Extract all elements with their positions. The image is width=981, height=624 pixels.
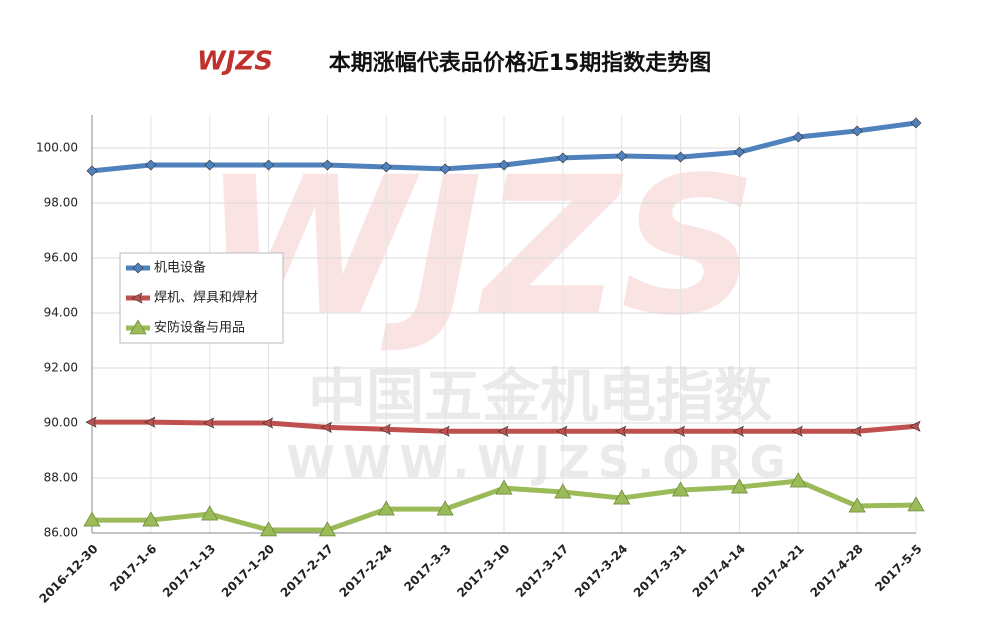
marker (83, 511, 101, 527)
marker (201, 505, 219, 521)
marker (675, 151, 686, 163)
x-tick-label: 2017-3-17 (513, 542, 571, 600)
x-tick-label: 2016-12-30 (36, 542, 100, 606)
marker (498, 159, 510, 171)
marker (732, 425, 745, 437)
x-tick-label: 2017-3-3 (401, 542, 453, 594)
y-tick-label: 90.00 (44, 416, 78, 430)
y-tick-label: 100.00 (36, 141, 78, 155)
marker (439, 163, 451, 175)
marker (792, 131, 804, 143)
marker (260, 521, 278, 537)
y-tick-label: 88.00 (44, 471, 78, 485)
x-tick-label: 2017-2-17 (278, 542, 336, 600)
marker (789, 472, 807, 488)
x-tick-label: 2017-3-24 (572, 542, 630, 600)
marker (907, 496, 925, 512)
marker (616, 150, 628, 162)
marker (131, 292, 143, 304)
marker (144, 416, 156, 428)
marker (129, 319, 147, 335)
marker (613, 489, 631, 505)
marker (556, 425, 568, 437)
marker (851, 125, 863, 137)
marker (263, 159, 274, 171)
marker (132, 262, 144, 274)
marker (436, 500, 454, 516)
marker (322, 159, 333, 171)
x-tick-label: 2017-2-24 (337, 542, 395, 600)
legend-label: 安防设备与用品 (154, 320, 245, 336)
legend-label: 机电设备 (154, 260, 206, 276)
marker (909, 420, 921, 432)
y-tick-label: 92.00 (44, 361, 78, 375)
marker (672, 481, 690, 497)
y-tick-label: 96.00 (44, 251, 78, 265)
marker (86, 165, 98, 177)
marker (557, 152, 569, 164)
marker (438, 425, 450, 437)
marker (615, 425, 627, 437)
marker (497, 425, 509, 437)
marker (85, 416, 97, 428)
marker (673, 425, 686, 437)
marker (554, 483, 572, 499)
marker (142, 511, 160, 527)
marker (495, 479, 513, 495)
marker (791, 425, 803, 437)
logo: WJZS (197, 47, 273, 77)
marker (910, 117, 922, 129)
marker (261, 417, 274, 429)
watermark: WWW.WJZS.ORG (286, 437, 793, 488)
x-tick-label: 2017-4-21 (749, 542, 807, 600)
marker (320, 421, 333, 434)
marker (379, 423, 391, 435)
chart-title: 本期涨幅代表品价格近15期指数走势图 (329, 50, 712, 76)
legend-label: 焊机、焊具和焊材 (154, 290, 258, 306)
x-tick-label: 2017-1-13 (160, 542, 218, 600)
marker (145, 159, 157, 171)
marker (850, 425, 862, 437)
x-tick-label: 2017-3-31 (631, 542, 689, 600)
x-tick-label: 2017-1-6 (107, 542, 159, 594)
x-tick-label: 2017-4-14 (690, 542, 748, 600)
watermark: WJZS (203, 136, 758, 357)
x-tick-label: 2017-1-20 (219, 542, 277, 600)
x-tick-label: 2017-4-28 (807, 542, 865, 600)
marker (318, 521, 336, 537)
watermark: 中国五金机电指数 (308, 362, 772, 430)
marker (730, 478, 748, 494)
marker (734, 146, 745, 158)
marker (377, 500, 395, 516)
marker (380, 161, 392, 173)
y-tick-label: 94.00 (44, 306, 78, 320)
marker (204, 159, 216, 171)
x-tick-label: 2017-3-10 (454, 542, 512, 600)
marker (203, 417, 215, 429)
y-tick-label: 98.00 (44, 196, 78, 210)
x-tick-label: 2017-5-5 (872, 542, 924, 594)
y-tick-label: 86.00 (44, 526, 78, 540)
marker (848, 497, 866, 513)
